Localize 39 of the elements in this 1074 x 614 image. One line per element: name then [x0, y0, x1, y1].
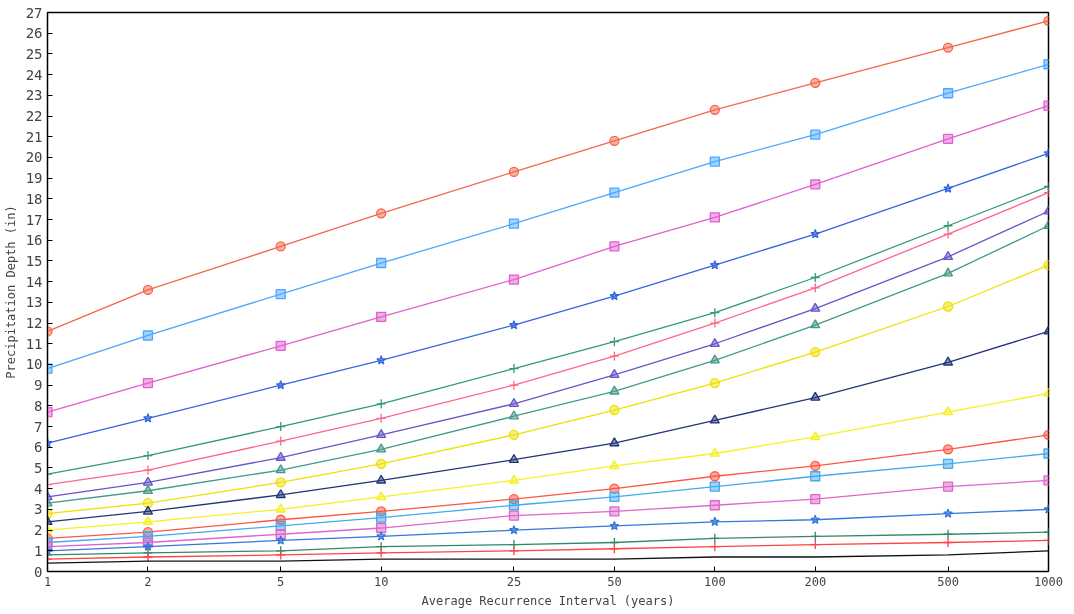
- y-tick-label: 16: [25, 232, 43, 249]
- y-tick-label: 23: [25, 87, 43, 104]
- y-tick-label: 26: [25, 25, 43, 42]
- y-tick-label: 27: [25, 4, 43, 21]
- x-tick-label: 1000: [1034, 574, 1063, 589]
- x-tick-label: 200: [804, 574, 827, 589]
- y-tick-label: 17: [25, 211, 43, 228]
- y-tick-label: 19: [25, 170, 43, 187]
- y-tick-label: 1: [34, 542, 43, 559]
- y-tick-label: 11: [25, 335, 43, 352]
- y-tick-label: 2: [34, 522, 43, 539]
- x-tick-label: 5: [277, 574, 285, 589]
- y-tick-label: 21: [25, 128, 43, 145]
- x-tick-label: 10: [373, 574, 389, 589]
- y-tick-label: 22: [25, 108, 43, 125]
- y-tick-label: 12: [25, 315, 43, 332]
- x-tick-label: 25: [506, 574, 522, 589]
- x-axis-title: Average Recurrence Interval (years): [421, 593, 675, 608]
- x-tick-label: 2: [144, 574, 152, 589]
- y-tick-label: 24: [25, 66, 43, 83]
- y-tick-label: 25: [25, 45, 43, 62]
- y-tick-label: 9: [34, 377, 43, 394]
- y-tick-label: 4: [34, 480, 43, 497]
- y-tick-label: 10: [25, 356, 43, 373]
- y-tick-label: 8: [34, 397, 43, 414]
- y-tick-label: 7: [34, 418, 43, 435]
- x-tick-label: 50: [607, 574, 622, 589]
- y-tick-label: 5: [34, 459, 43, 476]
- y-tick-label: 6: [34, 439, 43, 456]
- x-tick-label: 100: [704, 574, 726, 589]
- y-tick-label: 15: [25, 252, 43, 269]
- y-tick-label: 3: [34, 501, 43, 518]
- y-tick-label: 20: [25, 149, 43, 166]
- y-tick-label: 13: [25, 294, 43, 311]
- x-tick-label: 500: [937, 574, 959, 589]
- y-axis-title: Precipitation Depth (in): [3, 205, 18, 379]
- y-tick-label: 0: [34, 563, 43, 580]
- y-tick-label: 14: [25, 273, 43, 290]
- y-tick-label: 18: [25, 190, 43, 207]
